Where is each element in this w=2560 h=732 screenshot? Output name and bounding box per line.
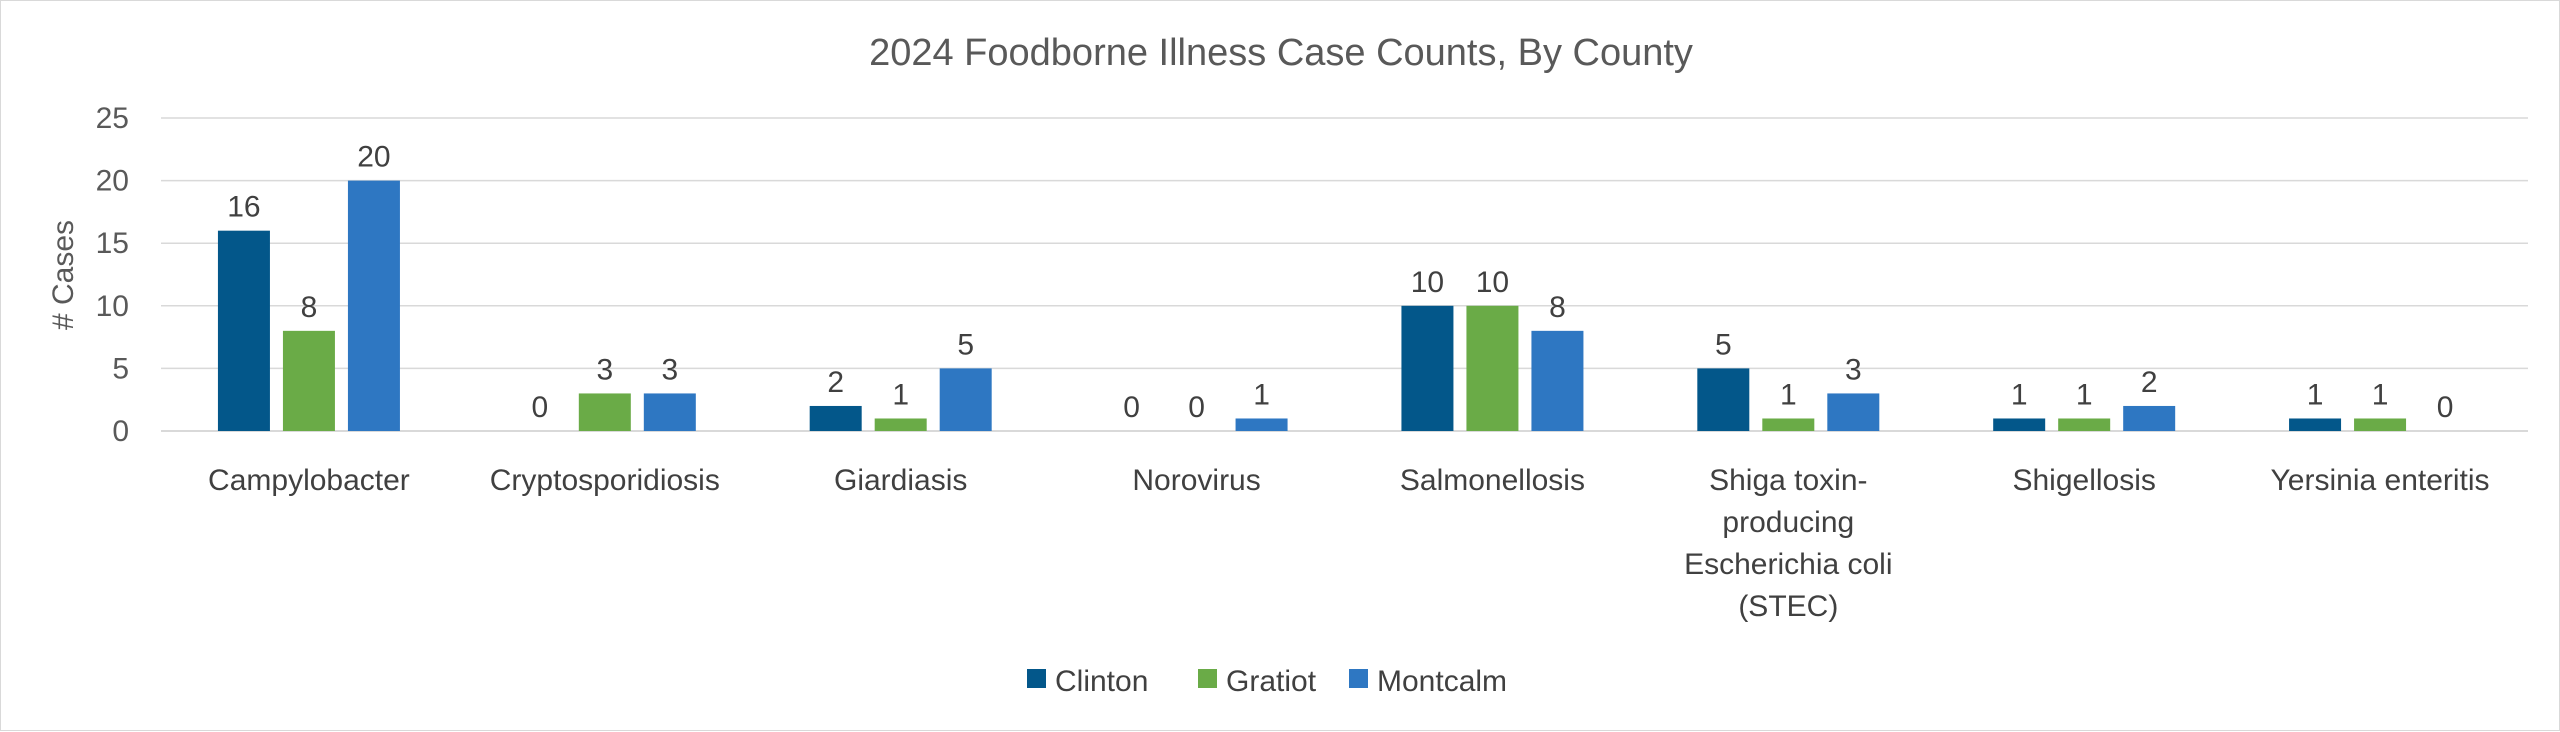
- data-label: 0: [531, 391, 548, 424]
- data-label: 5: [957, 328, 974, 361]
- y-axis-ticks: 0 5 10 15 20 25: [96, 102, 129, 448]
- bar: [2289, 418, 2342, 431]
- bar: [939, 368, 992, 431]
- legend-swatch: [1198, 669, 1217, 688]
- bar: [1762, 418, 1815, 431]
- chart-title: 2024 Foodborne Illness Case Counts, By C…: [869, 32, 1693, 74]
- category-label: Norovirus: [1132, 464, 1260, 497]
- data-label: 1: [2307, 378, 2324, 411]
- data-label: 8: [1549, 291, 1566, 324]
- y-tick-label: 15: [96, 227, 129, 260]
- data-label: 2: [827, 366, 844, 399]
- data-label: 5: [1715, 328, 1732, 361]
- category-label: Campylobacter: [208, 464, 410, 497]
- data-label: 10: [1411, 266, 1444, 299]
- data-label: 1: [1253, 378, 1270, 411]
- data-label: 2: [2141, 366, 2158, 399]
- bar: [347, 180, 400, 431]
- bar: [1697, 368, 1750, 431]
- y-tick-label: 5: [112, 352, 129, 385]
- bar: [2354, 418, 2407, 431]
- y-tick-label: 10: [96, 290, 129, 323]
- data-label: 16: [227, 191, 260, 224]
- bar: [1235, 418, 1288, 431]
- bars: [217, 180, 2407, 431]
- bar: [1827, 393, 1880, 431]
- category-labels: Campylobacter Cryptosporidiosis Giardiasis…: [208, 464, 2490, 623]
- data-label: 20: [357, 141, 390, 174]
- legend-label: Gratiot: [1226, 665, 1317, 698]
- data-label: 0: [1188, 391, 1205, 424]
- data-label: 1: [1780, 378, 1797, 411]
- data-label: 1: [2372, 378, 2389, 411]
- bar: [1531, 330, 1584, 431]
- bar: [1466, 305, 1519, 431]
- category-label: Cryptosporidiosis: [490, 464, 720, 497]
- data-label: 8: [301, 291, 318, 324]
- bar: [578, 393, 631, 431]
- legend: Clinton Gratiot Montcalm: [1027, 665, 1507, 698]
- category-label: Salmonellosis: [1400, 464, 1585, 497]
- bar: [809, 405, 862, 431]
- legend-label: Clinton: [1055, 665, 1148, 698]
- category-label: Yersinia enteritis: [2271, 464, 2490, 497]
- category-label: Shigellosis: [2012, 464, 2155, 497]
- category-label: Giardiasis: [834, 464, 967, 497]
- y-tick-label: 25: [96, 102, 129, 135]
- y-axis-title: # Cases: [47, 220, 80, 330]
- bar: [217, 230, 270, 431]
- bar: [874, 418, 927, 431]
- data-label: 1: [892, 378, 909, 411]
- bar: [1401, 305, 1454, 431]
- data-label: 3: [1845, 353, 1862, 386]
- data-label: 1: [2011, 378, 2028, 411]
- data-label: 3: [661, 353, 678, 386]
- y-tick-label: 20: [96, 165, 129, 198]
- category-label: Shiga toxin-producing Escherichia coli (ST…: [1684, 464, 1892, 623]
- data-label: 0: [1123, 391, 1140, 424]
- bar: [2123, 405, 2176, 431]
- y-tick-label: 0: [112, 415, 129, 448]
- bar: [2058, 418, 2111, 431]
- bar: [1993, 418, 2046, 431]
- bar: [282, 330, 335, 431]
- legend-swatch: [1027, 669, 1046, 688]
- data-label: 1: [2076, 378, 2093, 411]
- data-label: 10: [1476, 266, 1509, 299]
- legend-swatch: [1349, 669, 1368, 688]
- gridlines: [161, 117, 2528, 432]
- legend-label: Montcalm: [1377, 665, 1507, 698]
- bar: [643, 393, 696, 431]
- data-label: 3: [596, 353, 613, 386]
- data-label: 0: [2437, 391, 2454, 424]
